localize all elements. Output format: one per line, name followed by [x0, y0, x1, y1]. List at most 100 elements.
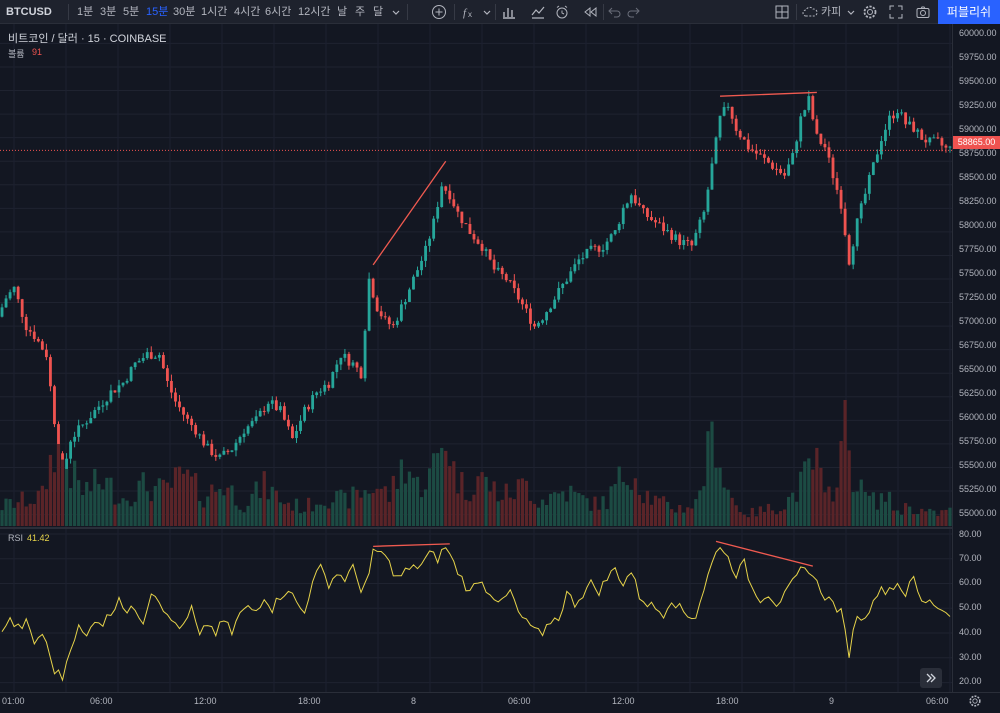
candle-body — [198, 434, 202, 436]
volume-bar — [339, 489, 343, 526]
fullscreen-icon[interactable] — [886, 2, 906, 22]
volume-bar — [553, 492, 557, 526]
indicators-chevron-icon[interactable] — [477, 2, 497, 22]
candle-body — [710, 163, 714, 190]
volume-bar — [0, 510, 4, 526]
candle-body — [452, 199, 456, 207]
volume-bar — [363, 490, 367, 526]
chart-canvas[interactable] — [0, 24, 952, 692]
interval-12h[interactable]: 12시간 — [298, 6, 331, 18]
candle-body — [73, 436, 77, 442]
candle-body — [472, 234, 476, 240]
compare-add-icon[interactable] — [429, 2, 449, 22]
volume-bar — [246, 505, 250, 526]
price-axis[interactable]: 60000.00 59750.00 59500.00 59250.00 5900… — [952, 24, 1000, 692]
volume-bar — [282, 504, 287, 526]
line-chart-icon[interactable] — [528, 2, 548, 22]
candle-body — [892, 115, 895, 119]
price-tick: 55000.00 — [959, 508, 997, 518]
volume-bar — [173, 467, 178, 526]
candle-body — [117, 385, 121, 393]
layout-grid-icon[interactable] — [772, 2, 792, 22]
interval-30m[interactable]: 30분 — [173, 6, 196, 18]
candle-body — [311, 395, 315, 410]
candle-body — [932, 137, 936, 139]
volume-bar — [113, 504, 117, 526]
rsi-tick: 20.00 — [959, 676, 982, 686]
toolbar-divider — [796, 4, 797, 20]
volume-bar — [678, 504, 682, 526]
settings-gear-icon[interactable] — [860, 2, 880, 22]
axis-settings-gear-icon[interactable] — [968, 694, 984, 710]
volume-bar — [871, 492, 875, 526]
redo-icon[interactable] — [624, 2, 644, 22]
publish-button[interactable]: 퍼블리쉬 — [938, 0, 1000, 24]
candle-body — [827, 147, 831, 158]
volume-bar — [887, 491, 892, 526]
candle-body — [537, 322, 540, 327]
interval-1m[interactable]: 1분 — [77, 6, 94, 18]
layout-chevron-icon[interactable] — [841, 2, 861, 22]
candle-body — [234, 442, 238, 451]
volume-bar — [593, 496, 597, 526]
interval-15m[interactable]: 15분 — [146, 6, 169, 18]
candle-body — [444, 186, 448, 191]
candle-body — [161, 355, 165, 369]
candle-body — [16, 286, 20, 300]
candle-body — [924, 139, 928, 143]
candle-body — [375, 297, 379, 312]
candle-body — [516, 288, 520, 300]
replay-rewind-icon[interactable] — [580, 2, 600, 22]
candle-body — [359, 367, 363, 379]
volume-legend-label: 볼륨 — [8, 49, 25, 59]
candle-body — [291, 426, 294, 439]
volume-bar — [294, 498, 299, 526]
candle-body — [545, 312, 549, 321]
interval-3m[interactable]: 3분 — [100, 6, 117, 18]
undo-icon[interactable] — [604, 2, 624, 22]
time-axis[interactable] — [0, 692, 1000, 711]
symbol-search[interactable]: BTCUSD — [6, 6, 52, 18]
volume-bar — [859, 479, 863, 526]
pane-divider[interactable] — [0, 527, 952, 529]
price-tick: 56750.00 — [959, 340, 997, 350]
interval-1h[interactable]: 1시간 — [201, 6, 228, 18]
candle-body — [803, 110, 807, 117]
candle-body — [246, 426, 250, 434]
alert-clock-icon[interactable] — [552, 2, 572, 22]
price-tick: 59250.00 — [959, 100, 997, 110]
price-tick: 59500.00 — [959, 76, 997, 86]
interval-5m[interactable]: 5분 — [123, 6, 140, 18]
candle-body — [299, 420, 302, 432]
interval-6h[interactable]: 6시간 — [265, 6, 292, 18]
interval-week[interactable]: 주 — [355, 6, 366, 18]
layout-name[interactable]: 카피 — [821, 6, 842, 18]
price-tick: 56250.00 — [959, 388, 997, 398]
candle-body — [226, 450, 230, 452]
candle-body — [270, 400, 274, 404]
candle-body — [416, 270, 419, 277]
camera-snapshot-icon[interactable] — [913, 2, 933, 22]
bar-chart-type-icon[interactable] — [499, 2, 519, 22]
volume-bar — [427, 468, 432, 526]
candle-body — [573, 264, 577, 272]
volume-bar — [262, 471, 266, 526]
interval-month[interactable]: 달 — [373, 6, 384, 18]
toolbar-divider — [603, 4, 604, 20]
volume-bar — [754, 516, 758, 526]
volume-bar — [254, 481, 258, 526]
interval-4h[interactable]: 4시간 — [234, 6, 261, 18]
interval-dropdown-chevron-icon[interactable] — [386, 2, 406, 22]
candle-body — [698, 219, 702, 233]
interval-day[interactable]: 날 — [337, 6, 348, 18]
volume-bar — [657, 498, 662, 526]
scroll-to-realtime-button[interactable] — [920, 668, 942, 688]
volume-bar — [432, 453, 436, 526]
cloud-save-icon[interactable] — [800, 2, 820, 22]
volume-bar — [266, 499, 270, 526]
volume-bar — [52, 472, 57, 526]
volume-bar — [242, 512, 246, 526]
candle-body — [254, 416, 258, 422]
candle-body — [831, 157, 835, 179]
